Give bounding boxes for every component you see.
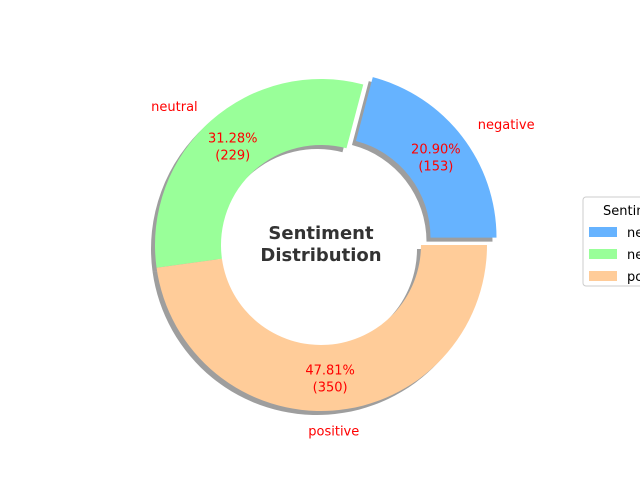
- slices: [155, 77, 497, 411]
- legend-entry-neutral: neutral: [627, 248, 640, 263]
- legend-swatch-negative: [589, 227, 617, 237]
- legend-title: Sentiment: [603, 204, 640, 219]
- legend-frame: [582, 196, 640, 287]
- slice-label-negative: negative: [478, 118, 535, 133]
- legend-swatch-positive: [589, 271, 617, 281]
- slice-percent-positive: 47.81%: [305, 364, 355, 379]
- slice-negative: [355, 77, 497, 238]
- legend: Sentiment negative neutral positive: [582, 196, 640, 287]
- slice-percent-negative: 20.90%: [411, 142, 461, 157]
- legend-swatch-neutral: [589, 249, 617, 259]
- slice-label-neutral: neutral: [151, 100, 198, 115]
- legend-entry-negative: negative: [627, 226, 640, 241]
- slice-count-positive: (350): [313, 381, 348, 396]
- center-title-line-2: Distribution: [260, 245, 381, 266]
- slice-count-neutral: (229): [215, 148, 250, 163]
- center-title: Sentiment Distribution: [260, 223, 381, 266]
- legend-entry-positive: positive: [627, 270, 640, 285]
- slice-labels: negative 20.90% (153) neutral 31.28% (229) pos…: [151, 100, 534, 440]
- slice-label-positive: positive: [308, 424, 359, 439]
- slice-count-negative: (153): [418, 159, 453, 174]
- center-title-line-1: Sentiment: [268, 223, 374, 244]
- slice-neutral: [155, 79, 364, 268]
- slice-percent-neutral: 31.28%: [208, 131, 258, 146]
- slice-positive: [156, 245, 487, 411]
